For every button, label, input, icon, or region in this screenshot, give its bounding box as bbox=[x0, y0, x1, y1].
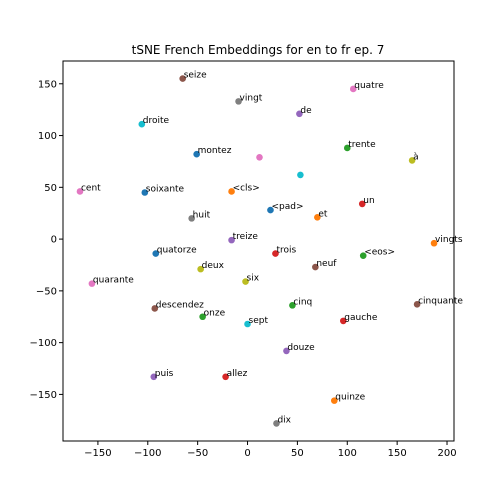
data-point bbox=[150, 373, 158, 381]
point-label: <eos> bbox=[364, 248, 395, 258]
data-point bbox=[222, 373, 229, 381]
point-label: cinq bbox=[293, 297, 312, 307]
data-point bbox=[188, 215, 195, 222]
data-point bbox=[199, 313, 206, 321]
data-point bbox=[297, 171, 304, 179]
data-point bbox=[349, 85, 357, 93]
point-label: trois bbox=[276, 246, 296, 256]
point-label: gauche bbox=[344, 313, 378, 323]
data-point bbox=[272, 250, 279, 257]
data-point bbox=[193, 150, 200, 158]
point-label: montez bbox=[198, 146, 232, 156]
data-point bbox=[314, 214, 321, 221]
y-axis-ticks: −150 −100 −50 0 50 100 150 bbox=[30, 79, 63, 401]
point-label: <cls> bbox=[233, 183, 260, 193]
point-label: descendez bbox=[156, 300, 204, 310]
data-point bbox=[244, 320, 251, 328]
data-point bbox=[296, 110, 303, 118]
x-tick-label: 50 bbox=[291, 448, 304, 459]
point-label: <pad> bbox=[271, 202, 303, 212]
data-points: seize vingt quatre de droite trente montez à cen… bbox=[76, 71, 463, 427]
x-axis-ticks: −150 −100 −50 0 50 100 150 200 bbox=[84, 441, 457, 459]
y-tick-label: 150 bbox=[38, 79, 57, 90]
point-label: six bbox=[247, 274, 260, 284]
point-label: cent bbox=[81, 183, 101, 193]
data-point bbox=[430, 239, 438, 247]
x-tick-label: 150 bbox=[388, 448, 407, 459]
data-point bbox=[289, 302, 296, 309]
x-tick-label: −150 bbox=[84, 448, 111, 459]
y-tick-label: 100 bbox=[38, 131, 57, 142]
x-tick-label: 0 bbox=[244, 448, 250, 459]
data-point bbox=[152, 250, 160, 257]
y-tick-label: −100 bbox=[30, 338, 57, 349]
data-point bbox=[179, 75, 186, 82]
point-label: droite bbox=[143, 116, 170, 126]
point-label: quinze bbox=[335, 393, 365, 403]
x-tick-label: 100 bbox=[338, 448, 357, 459]
point-label: huit bbox=[193, 210, 211, 220]
point-label: quatorze bbox=[157, 246, 197, 256]
x-tick-label: 200 bbox=[437, 448, 456, 459]
y-tick-label: 50 bbox=[44, 183, 57, 194]
point-label: onze bbox=[204, 309, 226, 319]
point-label: et bbox=[318, 209, 328, 219]
x-tick-label: −50 bbox=[187, 448, 208, 459]
data-point bbox=[242, 278, 249, 285]
data-point bbox=[331, 397, 338, 404]
point-label: sept bbox=[249, 316, 269, 326]
x-tick-label: −100 bbox=[134, 448, 161, 459]
data-point bbox=[358, 200, 366, 208]
plot-frame bbox=[62, 60, 455, 442]
data-point bbox=[197, 265, 204, 273]
data-point bbox=[359, 252, 367, 259]
chart-title: tSNE French Embeddings for en to fr ep. … bbox=[132, 43, 385, 57]
point-label: vingt bbox=[240, 93, 263, 103]
point-label: neuf bbox=[316, 259, 337, 269]
point-label: quarante bbox=[93, 276, 134, 286]
data-point bbox=[228, 236, 235, 244]
point-label: de bbox=[300, 106, 312, 116]
point-label: un bbox=[363, 196, 374, 206]
point-label: puis bbox=[155, 369, 174, 379]
point-label: cinquante bbox=[418, 296, 463, 306]
data-point bbox=[228, 188, 235, 195]
point-label: treize bbox=[233, 232, 259, 242]
data-point bbox=[151, 305, 159, 312]
data-point bbox=[343, 144, 351, 152]
point-label: seize bbox=[184, 71, 207, 81]
data-point bbox=[273, 420, 280, 427]
data-point bbox=[256, 153, 263, 161]
data-point bbox=[339, 317, 347, 325]
data-point bbox=[76, 188, 84, 195]
data-point bbox=[283, 347, 290, 355]
point-label: quatre bbox=[354, 81, 384, 91]
data-point bbox=[138, 120, 146, 128]
point-label: trente bbox=[348, 140, 376, 150]
point-label: douze bbox=[287, 343, 315, 353]
point-label: deux bbox=[202, 261, 225, 271]
point-label: vingts bbox=[435, 235, 463, 245]
data-point bbox=[413, 301, 421, 308]
y-tick-label: −50 bbox=[36, 286, 57, 297]
y-tick-label: −150 bbox=[30, 390, 57, 401]
point-label: allez bbox=[227, 369, 248, 379]
data-point bbox=[235, 98, 242, 105]
point-label: dix bbox=[277, 415, 291, 425]
data-point bbox=[312, 263, 319, 271]
point-label: soixante bbox=[146, 184, 185, 194]
data-point bbox=[88, 280, 96, 287]
point-label: à bbox=[413, 152, 419, 162]
data-point bbox=[141, 189, 149, 196]
data-point bbox=[408, 157, 416, 164]
data-point bbox=[267, 206, 274, 214]
y-tick-label: 0 bbox=[51, 235, 57, 246]
